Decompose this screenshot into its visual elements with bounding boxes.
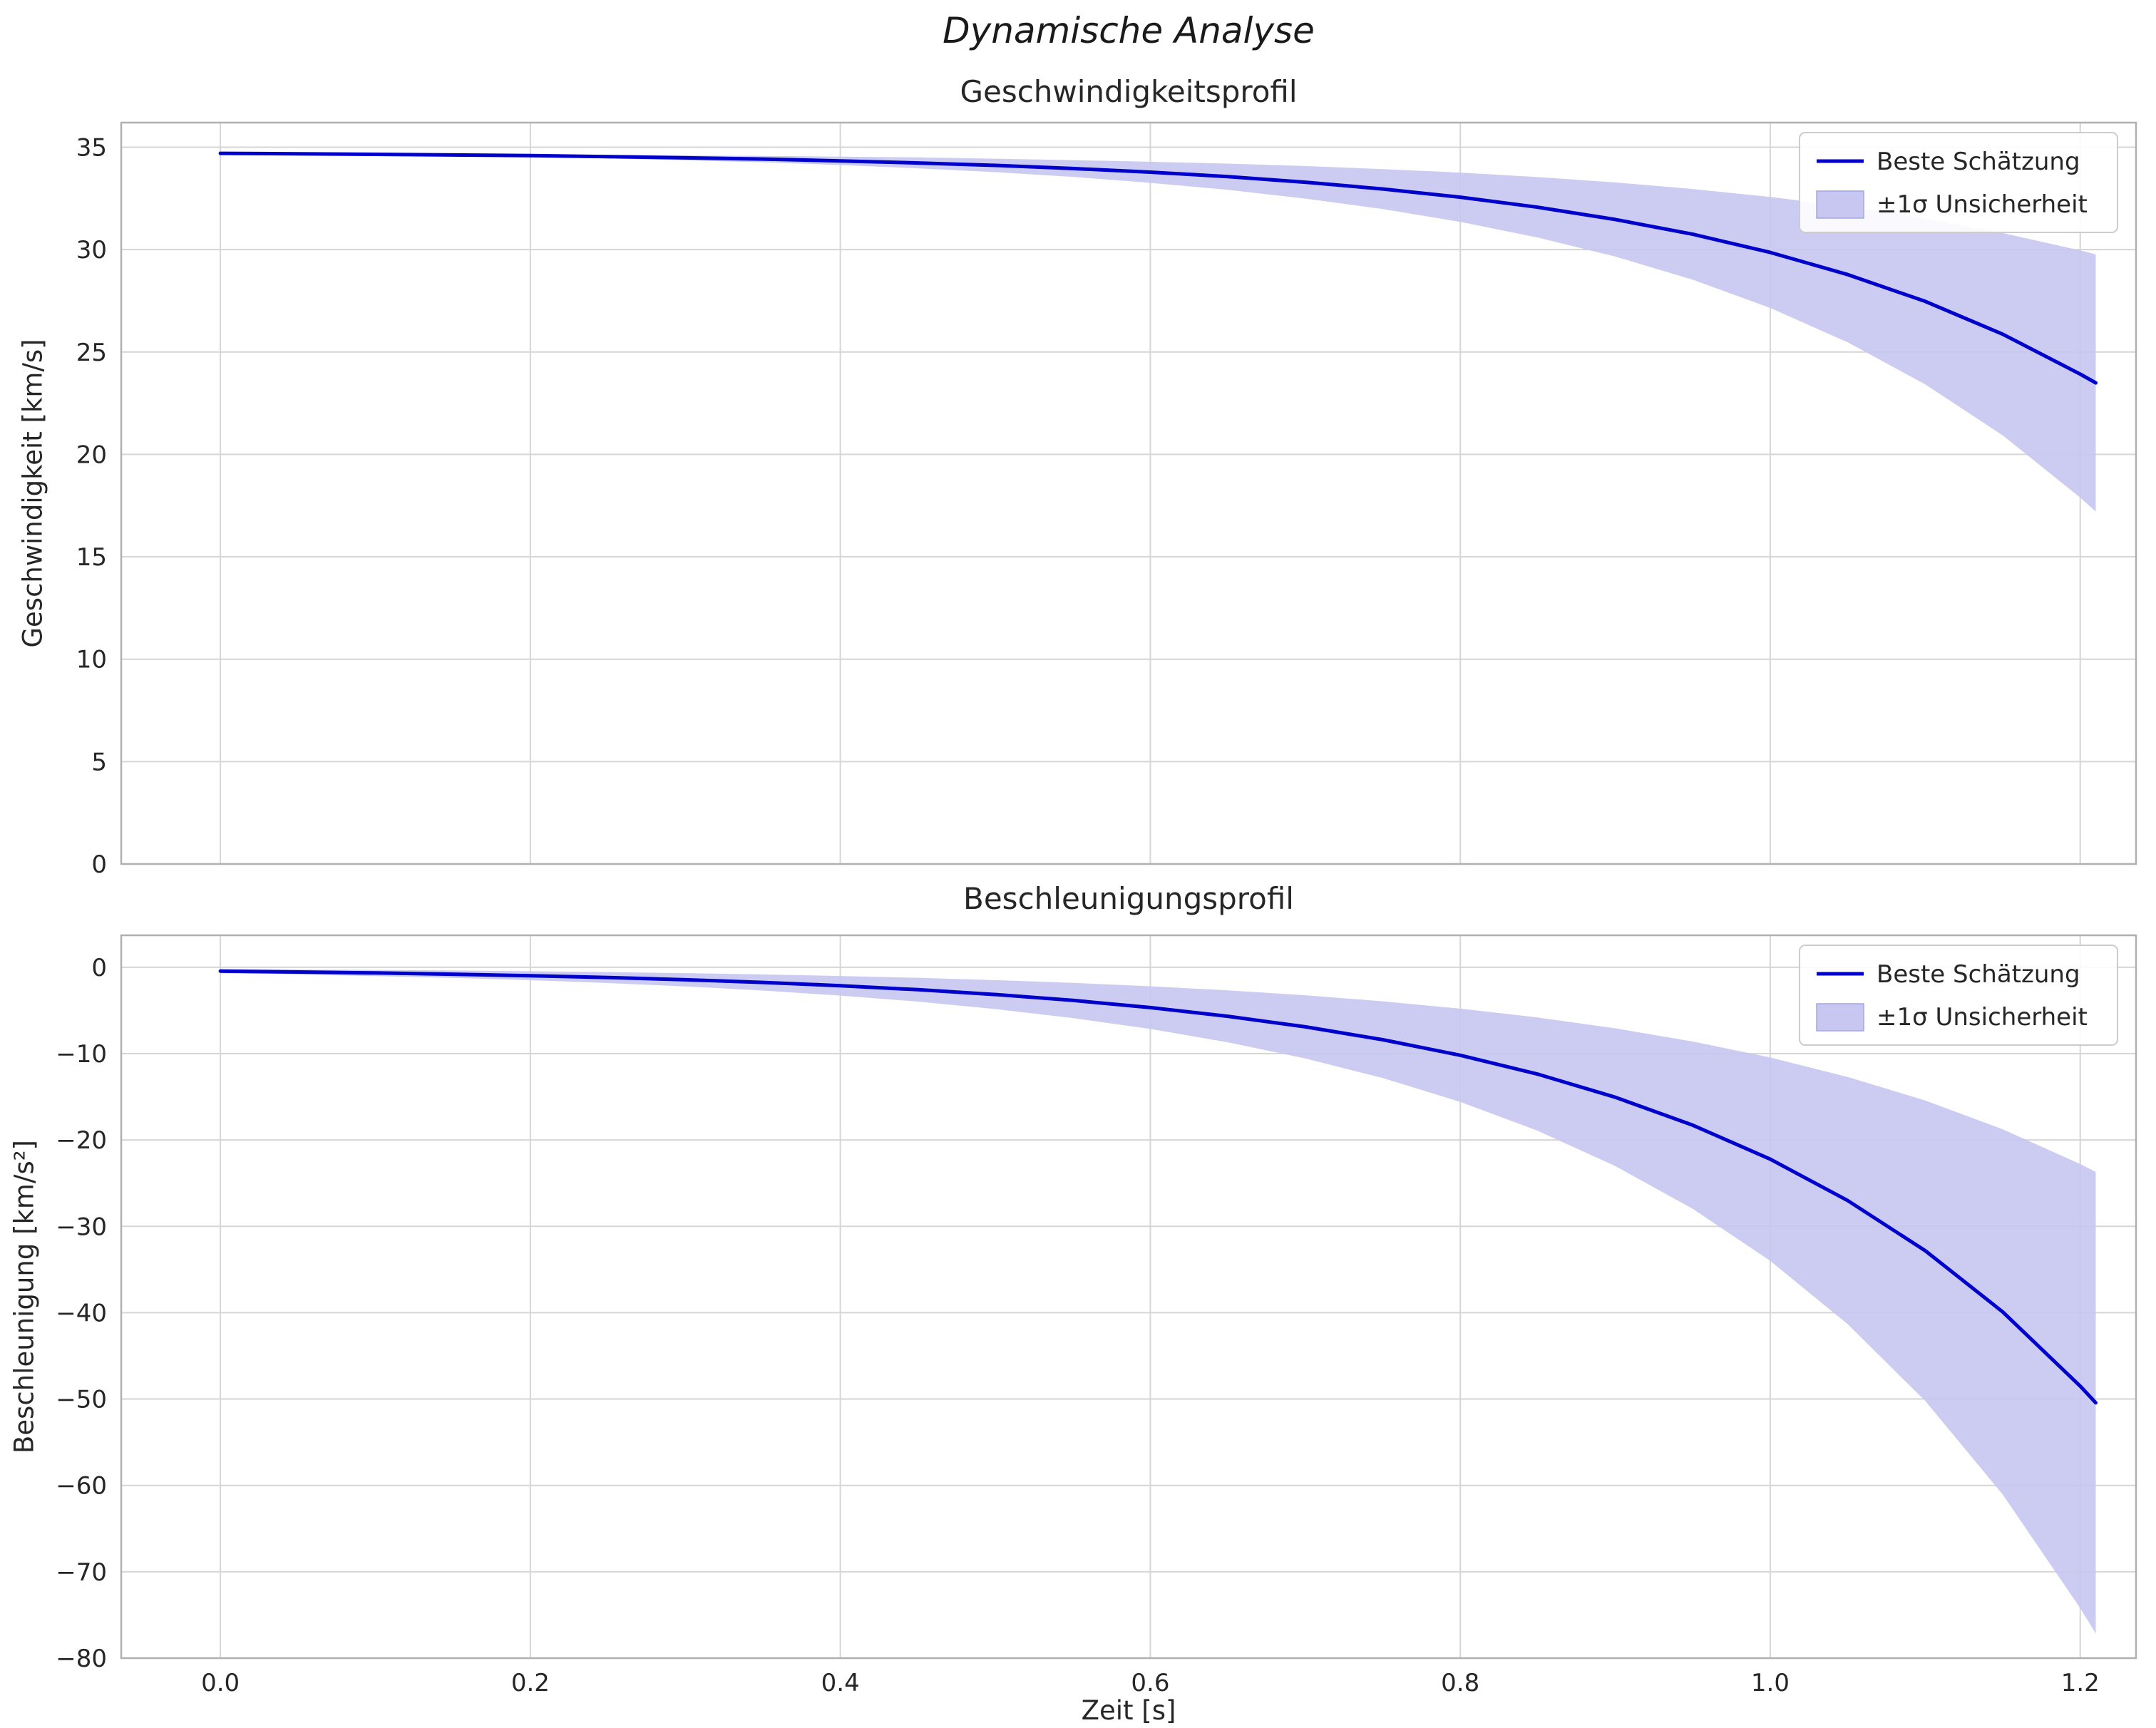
y-tick-label: −80 — [56, 1645, 107, 1673]
best-estimate-line — [218, 969, 2098, 1405]
legend-box — [1799, 132, 2118, 233]
legend-label: Beste Schätzung — [1877, 148, 2080, 176]
y-tick-label: −50 — [56, 1386, 107, 1414]
plot-frame — [120, 121, 2137, 865]
y-tick-label: 0 — [91, 850, 107, 877]
y-tick-label: −20 — [56, 1126, 107, 1155]
legend-label: Beste Schätzung — [1877, 960, 2080, 989]
y-tick-label: 5 — [91, 748, 107, 776]
x-tick-label: 0.8 — [1441, 1669, 1479, 1697]
legend-label: ±1σ Unsicherheit — [1877, 190, 2088, 219]
legend-box — [1799, 945, 2118, 1046]
uncertainty-band — [220, 153, 2096, 512]
acceleration-subplot-title: Beschleunigungsprofil — [963, 881, 1294, 916]
acceleration-chart: −80 −70 −60 −50 −40 −30 −20 −10 0 0.0 0.2 0.4 0.6 0.8… — [56, 934, 2137, 1697]
velocity-chart: 0 5 10 15 20 25 30 35 Beste Schätzung ±1σ Unsiche… — [76, 121, 2137, 877]
x-tick-label: 0.2 — [511, 1669, 550, 1697]
uncertainty-band — [220, 969, 2096, 1634]
legend-label: ±1σ Unsicherheit — [1877, 1003, 2088, 1032]
legend-band-sample — [1816, 190, 1864, 219]
plot-frame — [120, 934, 2137, 1660]
legend: Beste Schätzung ±1σ Unsicherheit — [1799, 945, 2118, 1046]
y-tick-label: −10 — [56, 1040, 107, 1069]
x-axis-label: Zeit [s] — [1081, 1695, 1176, 1726]
y-tick-label: 15 — [76, 543, 107, 572]
legend: Beste Schätzung ±1σ Unsicherheit — [1799, 132, 2118, 233]
y-tick-label: 30 — [76, 236, 107, 264]
y-tick-label: 10 — [76, 646, 107, 674]
legend-band-sample — [1816, 1003, 1864, 1032]
y-tick-label: 0 — [91, 954, 107, 982]
x-tick-label: 0.6 — [1131, 1669, 1169, 1697]
x-tick-label: 1.0 — [1751, 1669, 1790, 1697]
velocity-subplot-title: Geschwindigkeitsprofil — [960, 74, 1298, 109]
y-tick-label: 35 — [76, 133, 107, 162]
x-tick-label: 0.4 — [821, 1669, 860, 1697]
best-estimate-line — [218, 151, 2098, 385]
y-tick-label: 20 — [76, 441, 107, 469]
y-tick-label: 25 — [76, 339, 107, 367]
y-tick-label: −70 — [56, 1558, 107, 1587]
y-tick-label: −60 — [56, 1472, 107, 1501]
figure-title: Dynamische Analyse — [943, 10, 1315, 51]
x-tick-label: 0.0 — [201, 1669, 240, 1697]
y-tick-label: −40 — [56, 1299, 107, 1327]
y-tick-label: −30 — [56, 1213, 107, 1241]
x-tick-label: 1.2 — [2061, 1669, 2100, 1697]
